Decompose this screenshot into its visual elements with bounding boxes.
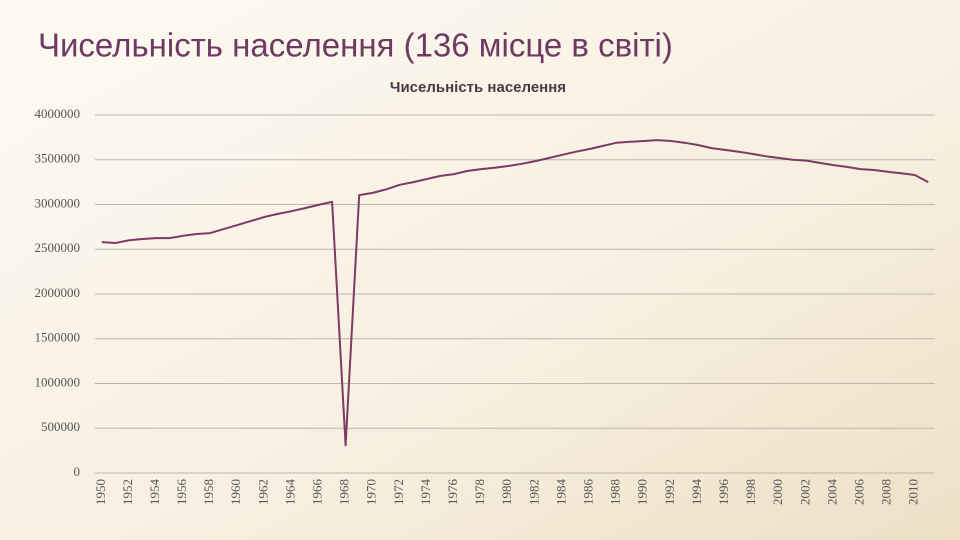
chart-title: Чисельність населення: [390, 79, 566, 96]
x-tick-label: 1982: [526, 479, 541, 505]
x-tick-label: 2004: [824, 479, 839, 506]
x-tick-label: 1994: [689, 479, 704, 506]
y-tick-label: 1000000: [35, 374, 81, 389]
x-tick-label: 1970: [364, 479, 379, 505]
series-line: [101, 139, 929, 447]
x-tick-label: 1990: [635, 479, 650, 505]
x-tick-label: 1950: [93, 479, 108, 505]
y-tick-label: 500000: [41, 419, 80, 434]
x-tick-label: 1992: [662, 479, 677, 505]
x-tick-label: 1984: [553, 479, 568, 506]
x-tick-label: 2010: [906, 479, 921, 505]
y-tick-label: 0: [74, 464, 81, 479]
x-tick-label: 2000: [770, 479, 785, 505]
y-tick-label: 3000000: [35, 195, 81, 210]
x-tick-label: 1972: [391, 479, 406, 505]
y-tick-label: 3500000: [35, 151, 81, 166]
x-tick-label: 1996: [716, 479, 731, 506]
x-tick-label: 2008: [879, 479, 894, 505]
x-tick-label: 1966: [310, 479, 325, 506]
x-tick-label: 1958: [201, 479, 216, 505]
x-tick-label: 1986: [581, 479, 596, 506]
x-tick-label: 1998: [743, 479, 758, 505]
y-tick-label: 4000000: [35, 106, 81, 121]
x-tick-label: 1964: [282, 479, 297, 506]
x-tick-label: 2002: [797, 479, 812, 505]
y-tick-label: 2500000: [35, 240, 81, 255]
x-tick-label: 1952: [120, 479, 135, 505]
y-tick-label: 2000000: [35, 285, 81, 300]
x-tick-label: 1954: [147, 479, 162, 506]
y-tick-label: 1500000: [35, 330, 81, 345]
x-tick-label: 1962: [255, 479, 270, 505]
x-tick-label: 1988: [608, 479, 623, 505]
x-tick-label: 1960: [228, 479, 243, 505]
x-tick-label: 1976: [445, 479, 460, 506]
x-tick-label: 1980: [499, 479, 514, 505]
x-tick-label: 2006: [851, 479, 866, 506]
x-tick-label: 1968: [337, 479, 352, 505]
x-tick-label: 1956: [174, 479, 189, 506]
x-tick-label: 1974: [418, 479, 433, 506]
x-tick-label: 1978: [472, 479, 487, 505]
slide-title: Чисельність населення (136 місце в світі…: [38, 27, 673, 64]
